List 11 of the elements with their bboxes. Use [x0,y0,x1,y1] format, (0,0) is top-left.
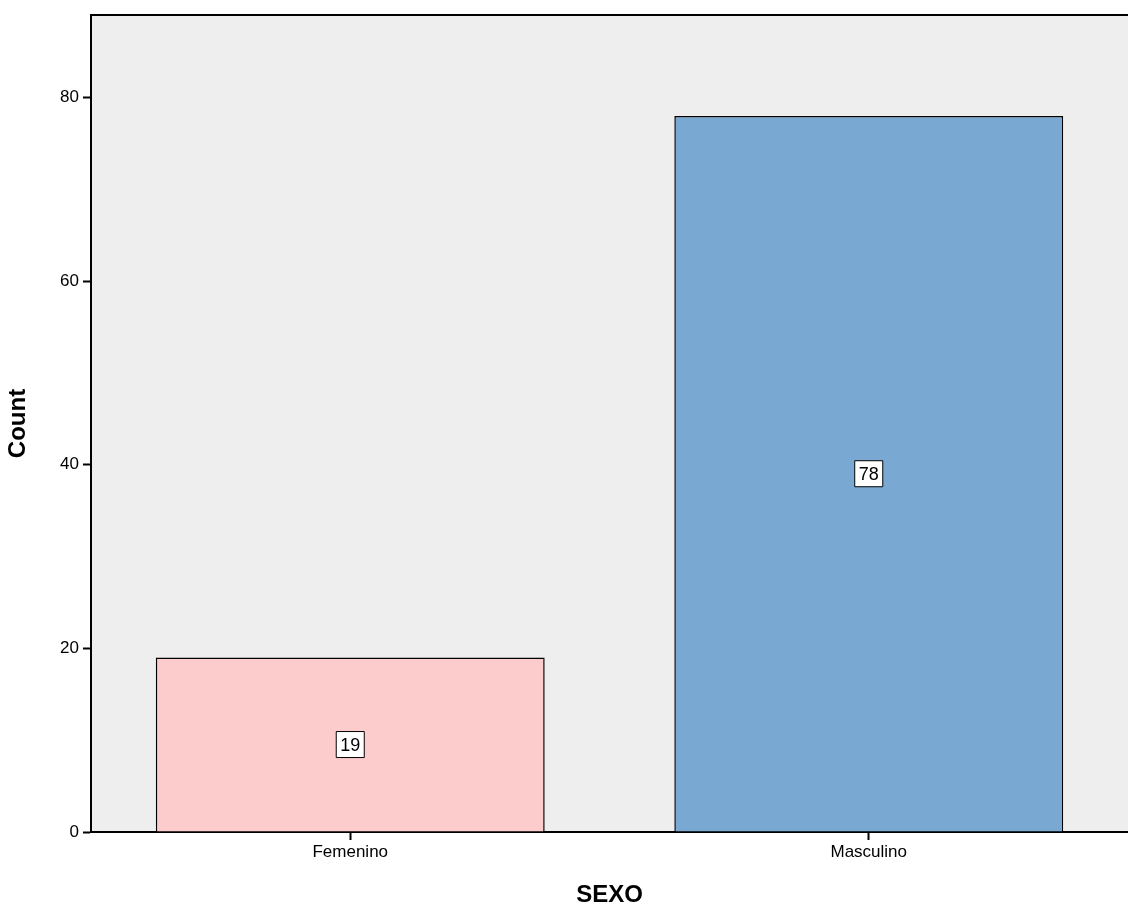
data-label: 19 [340,734,361,755]
y-tick-label: 0 [69,821,79,841]
y-tick-label: 80 [60,87,79,107]
y-tick-label: 40 [60,454,79,474]
x-tick-label: Femenino [312,841,389,861]
x-tick-label: Masculino [830,841,908,861]
x-axis-title: SEXO [576,880,643,908]
y-tick-label: 20 [60,638,79,658]
data-label: 78 [858,463,879,484]
y-axis-title: Count [3,388,31,459]
y-tick-label: 60 [60,270,79,290]
